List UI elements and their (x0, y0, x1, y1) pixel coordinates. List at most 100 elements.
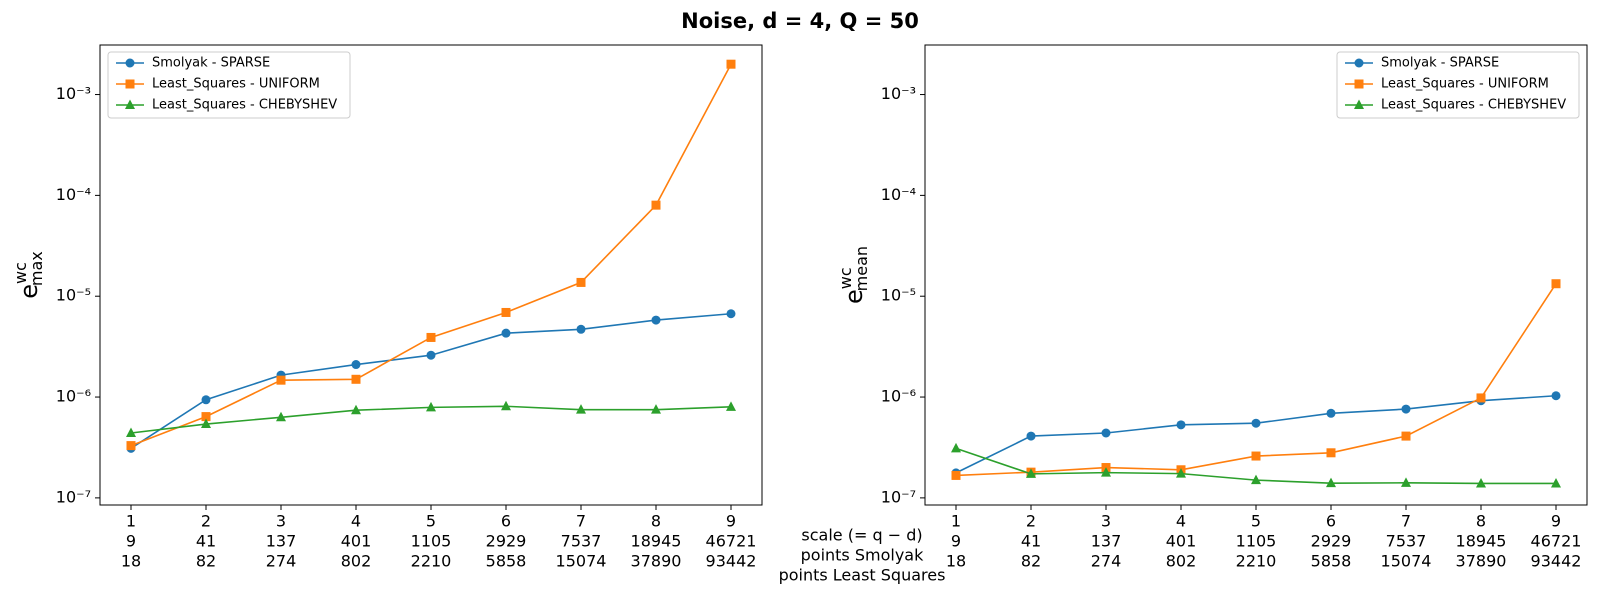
marker (276, 411, 286, 422)
x-tick-label: 1 (951, 512, 961, 531)
x-tick-label: 93442 (1531, 552, 1582, 571)
marker (276, 375, 286, 385)
plot-frame (924, 44, 1588, 506)
x-tick-label: 18 (121, 552, 141, 571)
marker (1326, 448, 1336, 458)
chart: 10⁻⁷10⁻⁶10⁻⁵10⁻⁴10⁻³19182418231372744401… (836, 44, 1588, 571)
y-axis-label-base: e (840, 289, 868, 304)
marker (726, 309, 736, 319)
marker (1326, 408, 1336, 418)
plot-frame (99, 44, 763, 506)
marker (951, 470, 961, 480)
marker (1176, 468, 1186, 478)
marker (201, 418, 211, 429)
x-tick-label: 18945 (631, 532, 682, 551)
x-tick-label: 802 (1166, 552, 1197, 571)
x-tick-label: 2 (1026, 512, 1036, 531)
legend-label: Least_Squares - CHEBYSHEV (152, 98, 337, 113)
figure-title: Noise, d = 4, Q = 50 (681, 9, 919, 33)
marker (1551, 391, 1561, 401)
x-tick-label: 137 (1091, 532, 1122, 551)
x-row-label: points Smolyak (801, 546, 924, 565)
marker (651, 315, 661, 325)
y-tick-label: 10⁻³ (56, 84, 91, 103)
x-tick-label: 802 (341, 552, 372, 571)
marker (1101, 428, 1111, 438)
x-tick-label: 274 (266, 552, 297, 571)
legend-box (1336, 51, 1580, 119)
x-tick-label: 2929 (1311, 532, 1352, 551)
x-tick-label: 41 (196, 532, 216, 551)
x-tick-label: 46721 (1531, 532, 1582, 551)
marker (351, 404, 361, 415)
x-tick-label: 401 (341, 532, 372, 551)
marker (201, 412, 211, 422)
y-tick-label: 10⁻⁴ (56, 185, 91, 204)
x-tick-label: 4 (351, 512, 361, 531)
x-tick-label: 2929 (486, 532, 527, 551)
x-tick-label: 401 (1166, 532, 1197, 551)
y-tick-label: 10⁻⁵ (881, 286, 916, 305)
x-tick-label: 3 (276, 512, 286, 531)
legend-marker (1354, 58, 1364, 68)
marker (501, 400, 511, 411)
y-axis-label-sub: max (27, 251, 46, 286)
x-tick-label: 9 (1551, 512, 1561, 531)
marker (126, 427, 136, 438)
marker (1476, 393, 1486, 403)
legend: Smolyak - SPARSE Least_Squares - UNIFORM L… (1336, 51, 1580, 119)
legend-label: Least_Squares - UNIFORM (1381, 77, 1549, 92)
legend-marker (125, 99, 135, 109)
marker (1476, 477, 1486, 488)
x-tick-label: 6 (501, 512, 511, 531)
x-tick-label: 3 (1101, 512, 1111, 531)
marker (1176, 420, 1186, 430)
marker (1551, 477, 1561, 488)
legend-label: Smolyak - SPARSE (152, 56, 270, 71)
marker (426, 332, 436, 342)
x-tick-label: 1105 (1236, 532, 1277, 551)
x-tick-label: 15074 (556, 552, 607, 571)
marker (126, 441, 136, 451)
x-tick-label: 6 (1326, 512, 1336, 531)
x-tick-label: 274 (1091, 552, 1122, 571)
x-tick-label: 41 (1021, 532, 1041, 551)
y-tick-label: 10⁻⁷ (881, 487, 916, 506)
x-tick-label: 93442 (706, 552, 757, 571)
y-tick-label: 10⁻⁷ (56, 487, 91, 506)
x-tick-label: 2210 (1236, 552, 1277, 571)
y-axis-label: ewcmean (836, 246, 871, 304)
x-tick-label: 9 (951, 532, 961, 551)
marker (501, 328, 511, 338)
marker (1326, 477, 1336, 488)
legend-label: Least_Squares - UNIFORM (152, 77, 320, 92)
legend-marker (1354, 79, 1364, 89)
x-tick-label: 18 (946, 552, 966, 571)
y-axis-label-sub: mean (852, 246, 871, 291)
y-tick-label: 10⁻³ (881, 84, 916, 103)
marker (726, 401, 736, 411)
x-tick-label: 7 (576, 512, 586, 531)
x-tick-label: 5 (1251, 512, 1261, 531)
x-tick-label: 9 (726, 512, 736, 531)
x-tick-label: 5 (426, 512, 436, 531)
marker (726, 59, 736, 69)
marker (351, 374, 361, 384)
legend-marker (125, 79, 135, 89)
x-row-label: scale (= q − d) (801, 526, 922, 545)
y-tick-label: 10⁻⁵ (56, 286, 91, 305)
y-tick-label: 10⁻⁴ (881, 185, 916, 204)
marker (426, 401, 436, 412)
marker (1401, 477, 1411, 487)
legend-label: Least_Squares - CHEBYSHEV (1381, 98, 1566, 113)
x-tick-label: 4 (1176, 512, 1186, 531)
marker (1401, 431, 1411, 441)
marker (576, 324, 586, 334)
x-tick-label: 1105 (411, 532, 452, 551)
x-tick-label: 82 (1021, 552, 1041, 571)
x-tick-label: 5858 (486, 552, 527, 571)
x-tick-label: 37890 (1456, 552, 1507, 571)
y-tick-label: 10⁻⁶ (56, 387, 91, 406)
marker (1251, 418, 1261, 428)
series-line (955, 283, 1557, 477)
